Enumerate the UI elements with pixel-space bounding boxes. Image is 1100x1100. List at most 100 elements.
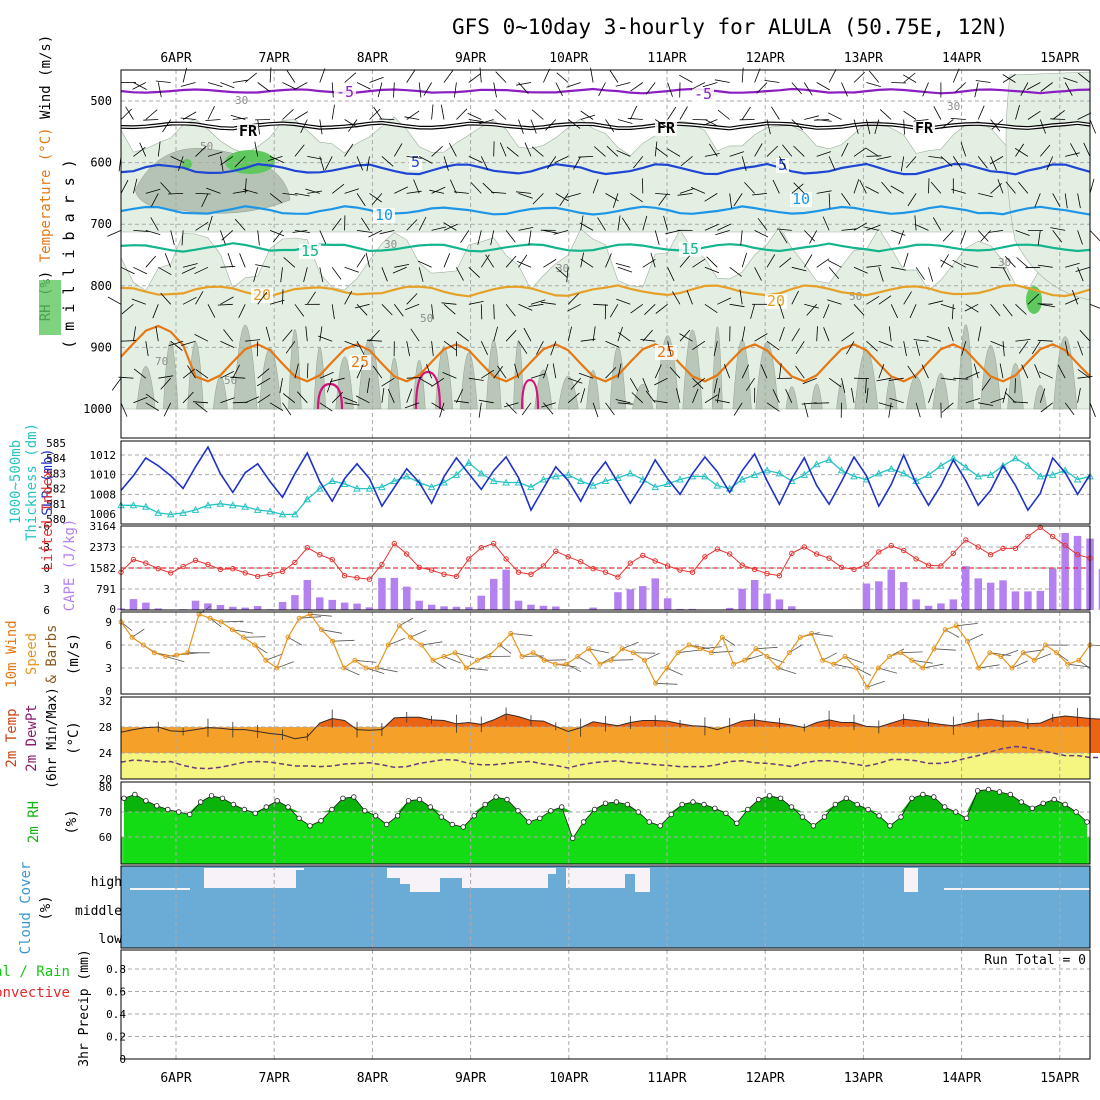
thickness-point (378, 483, 386, 491)
wind-barb (131, 298, 146, 305)
lifted-index-point (1037, 524, 1044, 531)
axis-title-spacer (38, 262, 54, 270)
wind-barb (243, 188, 258, 194)
wind-barb (431, 341, 434, 357)
lifted-index-point (317, 552, 323, 558)
wind-barb (717, 297, 732, 305)
rh-axis-unit: (%) (64, 809, 80, 834)
rh-point (230, 801, 237, 808)
wind-barb (640, 339, 656, 342)
surface-wind-barb (1034, 653, 1052, 661)
wind-barb (478, 402, 482, 418)
wind-barb (393, 143, 403, 157)
wind-barb (187, 365, 196, 379)
isotherm-label: 15 (301, 242, 319, 260)
wind-barb (580, 110, 594, 120)
cape-bar (937, 603, 945, 610)
wind-barb (442, 372, 457, 379)
wind-barb (779, 304, 785, 319)
lifted-index-point (1074, 552, 1081, 558)
rh-point (821, 814, 828, 820)
wind-barb (1052, 230, 1063, 243)
surface-wind-barb (777, 667, 797, 675)
precip-tick-label: 0.8 (106, 963, 126, 976)
wind-barb (160, 182, 171, 194)
wind-barb (182, 391, 194, 404)
wind-barb (729, 151, 745, 157)
thickness-line (121, 457, 1091, 516)
thickness-point (452, 470, 461, 478)
lifted-index-point (863, 561, 870, 568)
wind-barb (876, 156, 892, 160)
day-label-bottom: 11APR (647, 1071, 686, 1086)
wind-barb (965, 371, 980, 379)
wind-barb (803, 82, 813, 96)
lifted-index-point (615, 574, 621, 580)
wind-barb (605, 402, 615, 416)
rh-point (449, 821, 455, 828)
rh-point (570, 835, 576, 841)
cape-bar (154, 608, 162, 610)
wind-barb (1077, 193, 1081, 209)
wind-barb (618, 332, 631, 342)
wind-barb (942, 230, 954, 242)
wind-barb (881, 181, 892, 194)
precip-axis-title: 3hr Precip (mm) (77, 949, 92, 1066)
wind-barb (991, 119, 1004, 130)
rh-column-shade (233, 324, 258, 410)
wind-barb (809, 230, 818, 244)
wind-barb (133, 326, 136, 342)
lifted-index-point (255, 573, 261, 580)
cape-bar (204, 603, 212, 610)
lifted-index-point (503, 556, 509, 562)
wind-barb (898, 230, 905, 245)
cape-bar (924, 605, 933, 610)
cape-bar (278, 602, 287, 610)
cape-bar (999, 580, 1007, 610)
surface-wind-barb (299, 616, 322, 619)
lifted-index-point (851, 566, 857, 573)
wind-barb (665, 230, 681, 235)
day-label-top: 11APR (647, 51, 686, 66)
wind-barb (294, 82, 308, 91)
rh-point (537, 815, 543, 821)
day-label-top: 14APR (942, 51, 981, 66)
wind-barb (523, 327, 532, 342)
rh-point (602, 800, 609, 806)
wind-barb (756, 82, 768, 94)
wind-barb (497, 365, 507, 379)
cape-bar (1073, 535, 1082, 610)
lifted-index-point (478, 545, 484, 551)
wind-barb (217, 303, 233, 306)
panel-frame (120, 949, 1091, 1060)
wind-barb (864, 226, 879, 231)
isotherm-label-bg (692, 87, 714, 102)
wind-barb (269, 156, 284, 163)
wind-barb (120, 402, 128, 417)
rh-point (416, 796, 423, 803)
wind-speed-point (207, 615, 213, 621)
wind-barb (814, 402, 830, 404)
wind-barb (791, 290, 799, 305)
wind-barb (715, 230, 730, 236)
wind-barb (627, 117, 643, 120)
isotherm-label: FR (239, 122, 258, 140)
rh-tick-label: 70 (99, 806, 112, 819)
rh-point (942, 804, 948, 810)
wind-barb (615, 263, 631, 268)
lifted-index-point (428, 567, 435, 573)
wind-barb (514, 363, 519, 379)
wind-speed-point (820, 657, 826, 663)
wind-speed-point (452, 650, 458, 656)
wind-barb (294, 111, 308, 120)
wind-barb (255, 264, 271, 268)
cape-bar (726, 607, 734, 610)
panel-frame (120, 696, 1091, 780)
wind-barb (265, 326, 271, 342)
wind-barb (195, 145, 207, 157)
cloud-clear-block (296, 868, 304, 870)
wind-barb (456, 331, 470, 342)
day-label-top: 13APR (844, 51, 883, 66)
wind-barb (393, 82, 395, 98)
